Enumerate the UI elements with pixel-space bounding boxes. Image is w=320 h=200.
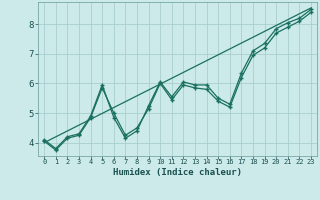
- X-axis label: Humidex (Indice chaleur): Humidex (Indice chaleur): [113, 168, 242, 177]
